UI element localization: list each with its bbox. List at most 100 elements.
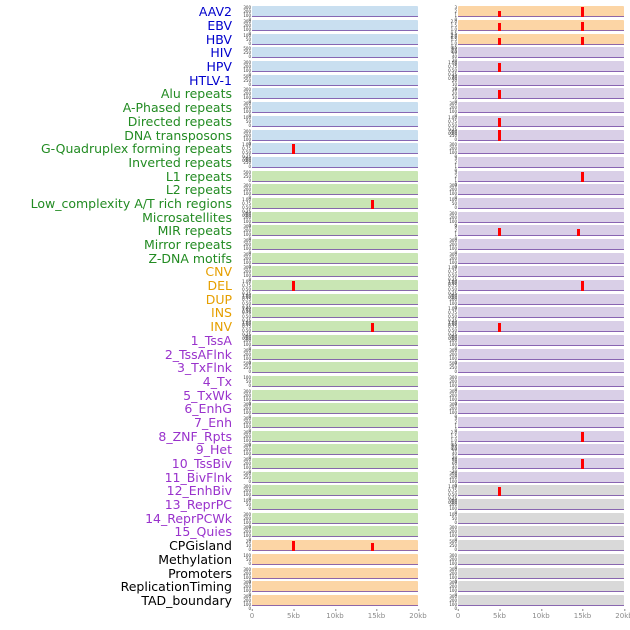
track-panel-right[interactable] xyxy=(458,61,624,73)
y-axis-tick-label: 0.75 xyxy=(448,64,457,70)
track-panel-right[interactable] xyxy=(458,567,624,579)
track-panel-right[interactable] xyxy=(458,293,624,305)
y-axis-ticks-right: 300 200 100 0 xyxy=(442,594,458,610)
track-panel-left[interactable] xyxy=(252,471,418,483)
track-panel-left[interactable] xyxy=(252,47,418,59)
track-panel-right[interactable] xyxy=(458,129,624,141)
track-panel-left[interactable] xyxy=(252,252,418,264)
track-panel-right[interactable] xyxy=(458,280,624,292)
track-panel-left[interactable] xyxy=(252,485,418,497)
track-panel-right[interactable] xyxy=(458,444,624,456)
track-panel-left[interactable] xyxy=(252,225,418,237)
track-panel-left[interactable] xyxy=(252,239,418,251)
track-panel-right[interactable] xyxy=(458,403,624,415)
track-panel-left[interactable] xyxy=(252,375,418,387)
track-panel-right[interactable] xyxy=(458,416,624,428)
track-panel-right[interactable] xyxy=(458,499,624,511)
track-panel-left[interactable] xyxy=(252,20,418,32)
track-panel-right[interactable] xyxy=(458,362,624,374)
track-panel-right[interactable] xyxy=(458,143,624,155)
track-label: G-Quadruplex forming repeats xyxy=(40,141,232,157)
track-panel-right[interactable] xyxy=(458,197,624,209)
track-panel-right[interactable] xyxy=(458,252,624,264)
track-panel-right[interactable] xyxy=(458,156,624,168)
track-panel-left[interactable] xyxy=(252,33,418,45)
track-panel-left[interactable] xyxy=(252,156,418,168)
track-panel-left[interactable] xyxy=(252,389,418,401)
track-panel-left[interactable] xyxy=(252,499,418,511)
track-panel-left[interactable] xyxy=(252,170,418,182)
y-axis-ticks-left: 300 200 100 0 xyxy=(236,102,252,118)
track-panel-left[interactable] xyxy=(252,307,418,319)
track-panel-right[interactable] xyxy=(458,225,624,237)
track-panel-right[interactable] xyxy=(458,6,624,18)
track-panel-right[interactable] xyxy=(458,170,624,182)
track-panel-right[interactable] xyxy=(458,88,624,100)
track-label: TAD_boundary xyxy=(141,592,232,608)
track-panel-right[interactable] xyxy=(458,102,624,114)
track-panel-right[interactable] xyxy=(458,581,624,593)
track-panel-left[interactable] xyxy=(252,512,418,524)
track-row: 13_ReprPC 100 50 0 300 200 100 0 xyxy=(0,498,630,515)
track-panel-left[interactable] xyxy=(252,129,418,141)
track-panel-left[interactable] xyxy=(252,293,418,305)
track-panel-right[interactable] xyxy=(458,375,624,387)
track-panel-right[interactable] xyxy=(458,20,624,32)
track-panel-left[interactable] xyxy=(252,88,418,100)
track-panel-right[interactable] xyxy=(458,115,624,127)
track-panel-right[interactable] xyxy=(458,526,624,538)
track-panel-left[interactable] xyxy=(252,334,418,346)
track-panel-right[interactable] xyxy=(458,471,624,483)
track-panel-left[interactable] xyxy=(252,416,418,428)
track-panel-right[interactable] xyxy=(458,512,624,524)
track-panel-left[interactable] xyxy=(252,567,418,579)
track-panel-right[interactable] xyxy=(458,184,624,196)
track-panel-right[interactable] xyxy=(458,321,624,333)
track-panel-left[interactable] xyxy=(252,115,418,127)
baseline-trace xyxy=(252,604,418,606)
track-panel-left[interactable] xyxy=(252,6,418,18)
track-panel-left[interactable] xyxy=(252,184,418,196)
track-panel-right[interactable] xyxy=(458,266,624,278)
track-panel-left[interactable] xyxy=(252,362,418,374)
track-panel-right[interactable] xyxy=(458,334,624,346)
track-panel-left[interactable] xyxy=(252,143,418,155)
track-panel-left[interactable] xyxy=(252,581,418,593)
track-panel-left[interactable] xyxy=(252,594,418,606)
track-panel-right[interactable] xyxy=(458,239,624,251)
track-panel-right[interactable] xyxy=(458,430,624,442)
y-axis-tick-label: 200 xyxy=(243,392,251,398)
track-panel-left[interactable] xyxy=(252,74,418,86)
track-panel-right[interactable] xyxy=(458,485,624,497)
track-panel-left[interactable] xyxy=(252,430,418,442)
track-panel-left[interactable] xyxy=(252,102,418,114)
track-panel-right[interactable] xyxy=(458,33,624,45)
track-panel-right[interactable] xyxy=(458,458,624,470)
y-axis-tick-label: 200 xyxy=(449,597,457,603)
track-panel-right[interactable] xyxy=(458,307,624,319)
track-panel-left[interactable] xyxy=(252,280,418,292)
track-panel-left[interactable] xyxy=(252,403,418,415)
track-panel-left[interactable] xyxy=(252,540,418,552)
track-panel-left[interactable] xyxy=(252,266,418,278)
track-panel-left[interactable] xyxy=(252,348,418,360)
y-axis-tick-label: 300 xyxy=(449,388,457,394)
track-panel-left[interactable] xyxy=(252,321,418,333)
track-panel-right[interactable] xyxy=(458,540,624,552)
track-panel-left[interactable] xyxy=(252,211,418,223)
track-panel-left[interactable] xyxy=(252,61,418,73)
track-panel-left[interactable] xyxy=(252,458,418,470)
track-panel-right[interactable] xyxy=(458,47,624,59)
track-panel-left[interactable] xyxy=(252,197,418,209)
track-panel-right[interactable] xyxy=(458,553,624,565)
track-panel-right[interactable] xyxy=(458,348,624,360)
track-panel-left[interactable] xyxy=(252,526,418,538)
track-panel-left[interactable] xyxy=(252,444,418,456)
track-panel-right[interactable] xyxy=(458,74,624,86)
y-axis-tick-label: 0.75 xyxy=(448,324,457,330)
track-panel-right[interactable] xyxy=(458,211,624,223)
track-panel-left[interactable] xyxy=(252,553,418,565)
track-panel-right[interactable] xyxy=(458,389,624,401)
track-panel-right[interactable] xyxy=(458,594,624,606)
track-row: 10_TssBiv 300 200 100 0 80 60 40 20 0 xyxy=(0,457,630,478)
